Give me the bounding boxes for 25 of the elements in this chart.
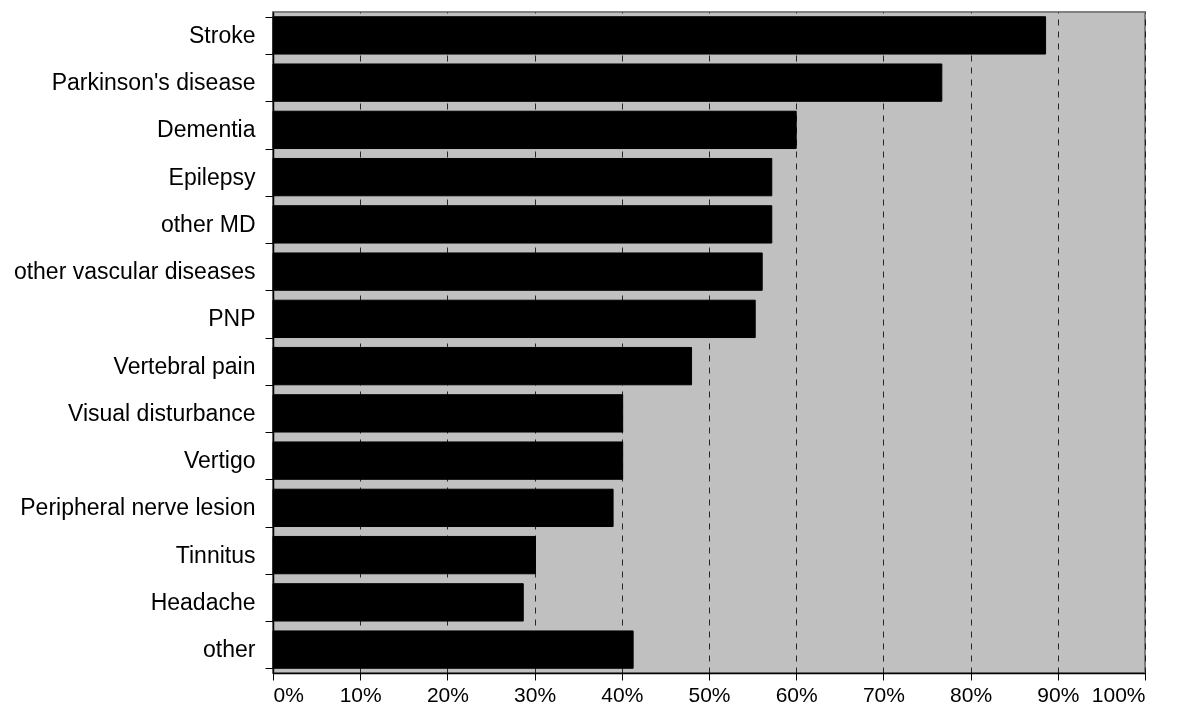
x-tick-label: 70% (862, 682, 905, 706)
y-tick-label: Peripheral nerve lesion (20, 494, 256, 521)
y-tick-label: Vertigo (183, 447, 256, 474)
y-tick-label: Epilepsy (168, 163, 256, 190)
y-tick-label: PNP (208, 305, 256, 332)
x-tick-label: 60% (775, 682, 818, 706)
x-tick-label: 30% (514, 682, 557, 706)
x-tick-label: 20% (426, 682, 469, 706)
y-tick-label: other vascular diseases (13, 258, 256, 285)
x-tick-label: 10% (339, 682, 382, 706)
x-tick-label: 50% (688, 682, 731, 706)
y-tick-label: Vertebral pain (113, 352, 256, 379)
y-tick-label: Dementia (157, 116, 256, 143)
y-tick-label: Stroke (189, 21, 256, 48)
x-tick-label: 100% (1091, 682, 1146, 706)
y-tick-label: Tinnitus (175, 541, 256, 568)
x-tick-label: 80% (950, 682, 993, 706)
x-tick-label: 0% (273, 682, 304, 706)
y-tick-label: other (203, 636, 256, 663)
y-tick-label: Headache (150, 588, 256, 615)
x-tick-label: 40% (601, 682, 644, 706)
x-tick-label: 90% (1037, 682, 1080, 706)
y-tick-label: Parkinson's disease (51, 69, 256, 96)
y-tick-label: other MD (160, 210, 256, 237)
y-tick-label: Visual disturbance (67, 399, 256, 426)
